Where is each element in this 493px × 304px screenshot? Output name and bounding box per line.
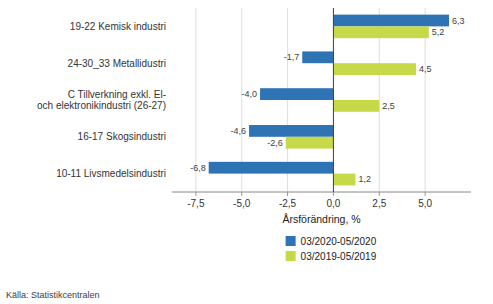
x-axis [172, 192, 471, 193]
legend-label: 03/2019-05/2019 [301, 251, 377, 262]
tick-mark [195, 192, 196, 196]
data-label: 4,5 [419, 64, 432, 74]
legend: 03/2020-05/2020 03/2019-05/2019 [286, 236, 377, 262]
data-label: -4,6 [231, 126, 247, 136]
grid-line [333, 8, 334, 192]
data-label: -2,6 [267, 138, 283, 148]
bar [286, 137, 334, 149]
data-label: 5,2 [432, 27, 445, 37]
chart: -7,5 -5,0 -2,5 0,0 2,5 5,0 -6,8 -4,6 -4,0 -1,7 6,3… [0, 0, 493, 304]
bar [333, 100, 379, 112]
zero-line [333, 8, 334, 192]
category-label: 19-22 Kemisk industri [70, 21, 166, 32]
data-label: -4,0 [242, 89, 258, 99]
data-label: -1,7 [284, 52, 300, 62]
tick-label: -2,5 [279, 198, 297, 209]
bar [260, 88, 333, 100]
tick-label: -7,5 [187, 198, 205, 209]
data-label: 1,2 [358, 174, 371, 184]
tick-label: 2,5 [372, 198, 386, 209]
category-label: 10-11 Livsmedelsindustri [56, 168, 166, 179]
category-label: C Tillverkning exkl. El-och elektronikin… [37, 89, 166, 111]
tick-mark [379, 192, 380, 196]
data-label: -6,8 [190, 163, 206, 173]
bar [333, 15, 449, 27]
tick-label: -5,0 [233, 198, 251, 209]
tick-mark [241, 192, 242, 196]
data-labels: -6,8 -4,6 -4,0 -1,7 6,3 1,2 -2,6 2,5 4,5 5,2 [190, 16, 464, 185]
tick-label: 0,0 [326, 198, 340, 209]
tick-mark [333, 192, 334, 196]
data-label: 2,5 [382, 101, 395, 111]
tick-label: 5,0 [418, 198, 432, 209]
bar [333, 26, 428, 38]
category-label: 16-17 Skogsindustri [78, 131, 166, 142]
bar [333, 63, 416, 75]
category-label: 24-30_33 Metallidustri [68, 58, 166, 69]
bar [209, 162, 334, 174]
tick-mark [287, 192, 288, 196]
source-note: Källa: Statistikcentralen [6, 290, 100, 300]
legend-swatch [286, 236, 296, 246]
legend-swatch [286, 251, 296, 261]
data-label: 6,3 [452, 16, 465, 26]
x-axis-label: Årsförändring, % [282, 213, 360, 225]
tick-mark [425, 192, 426, 196]
legend-label: 03/2020-05/2020 [301, 236, 377, 247]
bars [209, 15, 449, 186]
bar [249, 125, 333, 137]
bar [302, 51, 333, 63]
bar [333, 174, 355, 186]
